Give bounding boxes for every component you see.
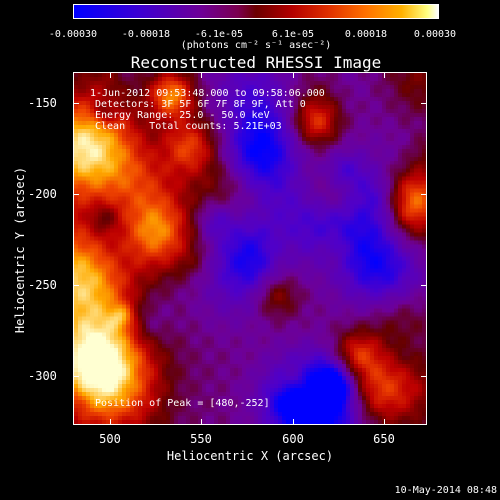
x-tick-mark <box>293 419 294 425</box>
plot-area: 1-Jun-2012 09:53:48.000 to 09:58:06.000 … <box>73 72 427 425</box>
peak-position-label: Position of Peak = [480,-252] <box>95 398 270 409</box>
time-range-label: 1-Jun-2012 09:53:48.000 to 09:58:06.000 <box>90 88 325 99</box>
colorbar-units: (photons cm⁻² s⁻¹ asec⁻²) <box>180 40 332 51</box>
y-tick-label: -200 <box>28 187 57 201</box>
y-tick-label: -250 <box>28 278 57 292</box>
detectors-label: Detectors: 3F 5F 6F 7F 8F 9F, Att 0 <box>95 99 306 110</box>
x-axis-label: Heliocentric X (arcsec) <box>166 449 334 463</box>
colorbar-tick: -0.00030 <box>48 29 98 40</box>
image-title: Reconstructed RHESSI Image <box>130 53 382 72</box>
x-tick-label: 500 <box>99 432 121 446</box>
x-tick-mark <box>110 72 111 78</box>
y-tick-mark <box>421 194 427 195</box>
y-tick-mark <box>421 285 427 286</box>
y-tick-mark <box>73 376 79 377</box>
x-tick-mark <box>201 72 202 78</box>
y-tick-mark <box>421 376 427 377</box>
x-tick-label: 550 <box>190 432 212 446</box>
y-tick-mark <box>73 103 79 104</box>
y-tick-label: -300 <box>28 369 57 383</box>
x-tick-mark <box>384 72 385 78</box>
y-tick-label: -150 <box>28 96 57 110</box>
y-tick-mark <box>73 194 79 195</box>
x-tick-mark <box>110 419 111 425</box>
x-tick-label: 600 <box>282 432 304 446</box>
heatmap-image <box>74 73 426 424</box>
y-tick-mark <box>421 103 427 104</box>
colorbar-tick: 0.00018 <box>344 29 388 40</box>
clean-counts-label: Clean Total counts: 5.21E+03 <box>95 121 282 132</box>
colorbar-tick: -6.1e-05 <box>194 29 244 40</box>
energy-range-label: Energy Range: 25.0 - 50.0 keV <box>95 110 270 121</box>
timestamp: 10-May-2014 08:48 <box>394 485 497 496</box>
x-tick-mark <box>293 72 294 78</box>
colorbar-tick: 0.00030 <box>413 29 457 40</box>
x-tick-mark <box>201 419 202 425</box>
x-tick-label: 650 <box>373 432 395 446</box>
colorbar <box>73 4 439 19</box>
y-tick-mark <box>73 285 79 286</box>
x-tick-mark <box>384 419 385 425</box>
y-axis-label-text: Heliocentric Y (arcsec) <box>13 166 27 334</box>
colorbar-tick: -0.00018 <box>121 29 171 40</box>
colorbar-tick: 6.1e-05 <box>271 29 315 40</box>
